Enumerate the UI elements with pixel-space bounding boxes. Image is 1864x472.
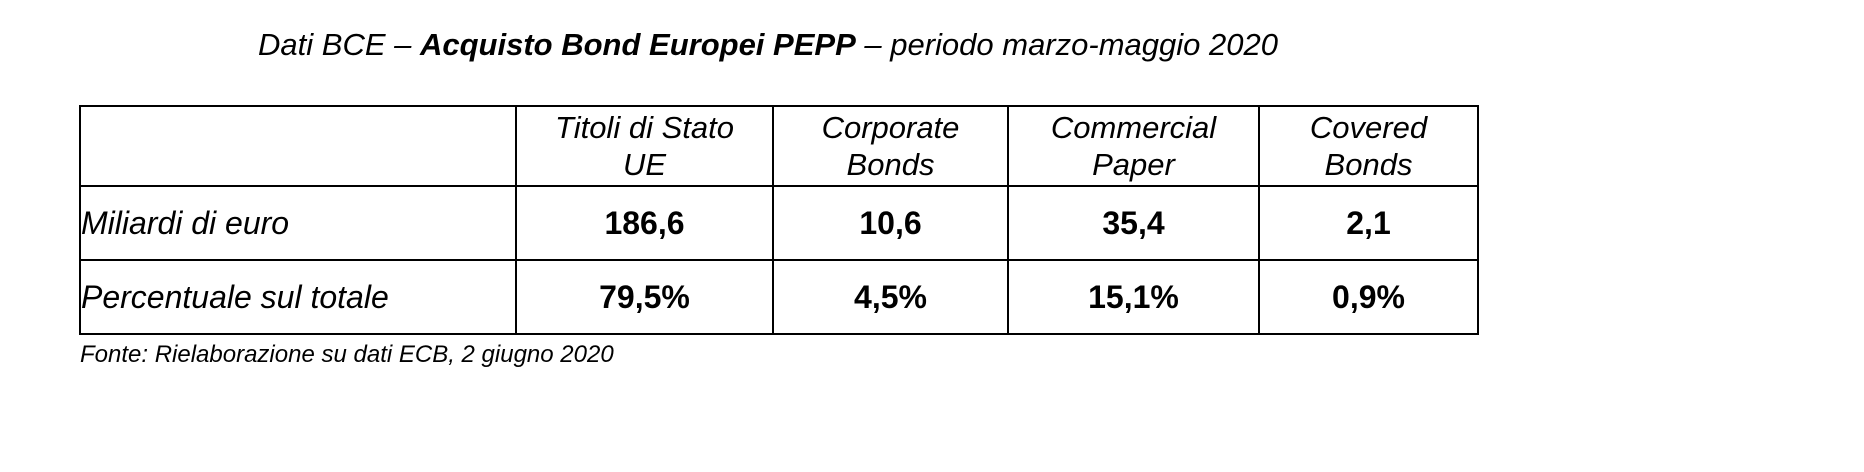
title-suffix: – periodo marzo-maggio 2020 [855,27,1278,62]
header-empty-cell [79,105,517,187]
table-row: Miliardi di euro 186,6 10,6 35,4 2,1 [79,185,1479,261]
source-note: Fonte: Rielaborazione su dati ECB, 2 giu… [80,341,614,368]
table-cell: 79,5% [515,259,774,335]
table-cell: 0,9% [1258,259,1479,335]
row-label-miliardi: Miliardi di euro [79,185,517,261]
table-cell: 35,4 [1007,185,1260,261]
table-cell: 186,6 [515,185,774,261]
title-bold: Acquisto Bond Europei PEPP [419,27,856,62]
table-cell: 2,1 [1258,185,1479,261]
table-cell: 4,5% [772,259,1009,335]
title-prefix: Dati BCE – [258,27,420,62]
header-corporate-bonds: Corporate Bonds [772,105,1009,187]
row-label-percentuale: Percentuale sul totale [79,259,517,335]
table-header-row: Titoli di Stato UE Corporate Bonds Comme… [79,105,1479,187]
table-row: Percentuale sul totale 79,5% 4,5% 15,1% … [79,259,1479,335]
table-cell: 10,6 [772,185,1009,261]
page-title: Dati BCE – Acquisto Bond Europei PEPP – … [0,28,1536,62]
table-cell: 15,1% [1007,259,1260,335]
header-commercial-paper: Commercial Paper [1007,105,1260,187]
header-titoli-di-stato: Titoli di Stato UE [515,105,774,187]
pepp-purchase-table: Titoli di Stato UE Corporate Bonds Comme… [79,105,1479,335]
header-covered-bonds: Covered Bonds [1258,105,1479,187]
